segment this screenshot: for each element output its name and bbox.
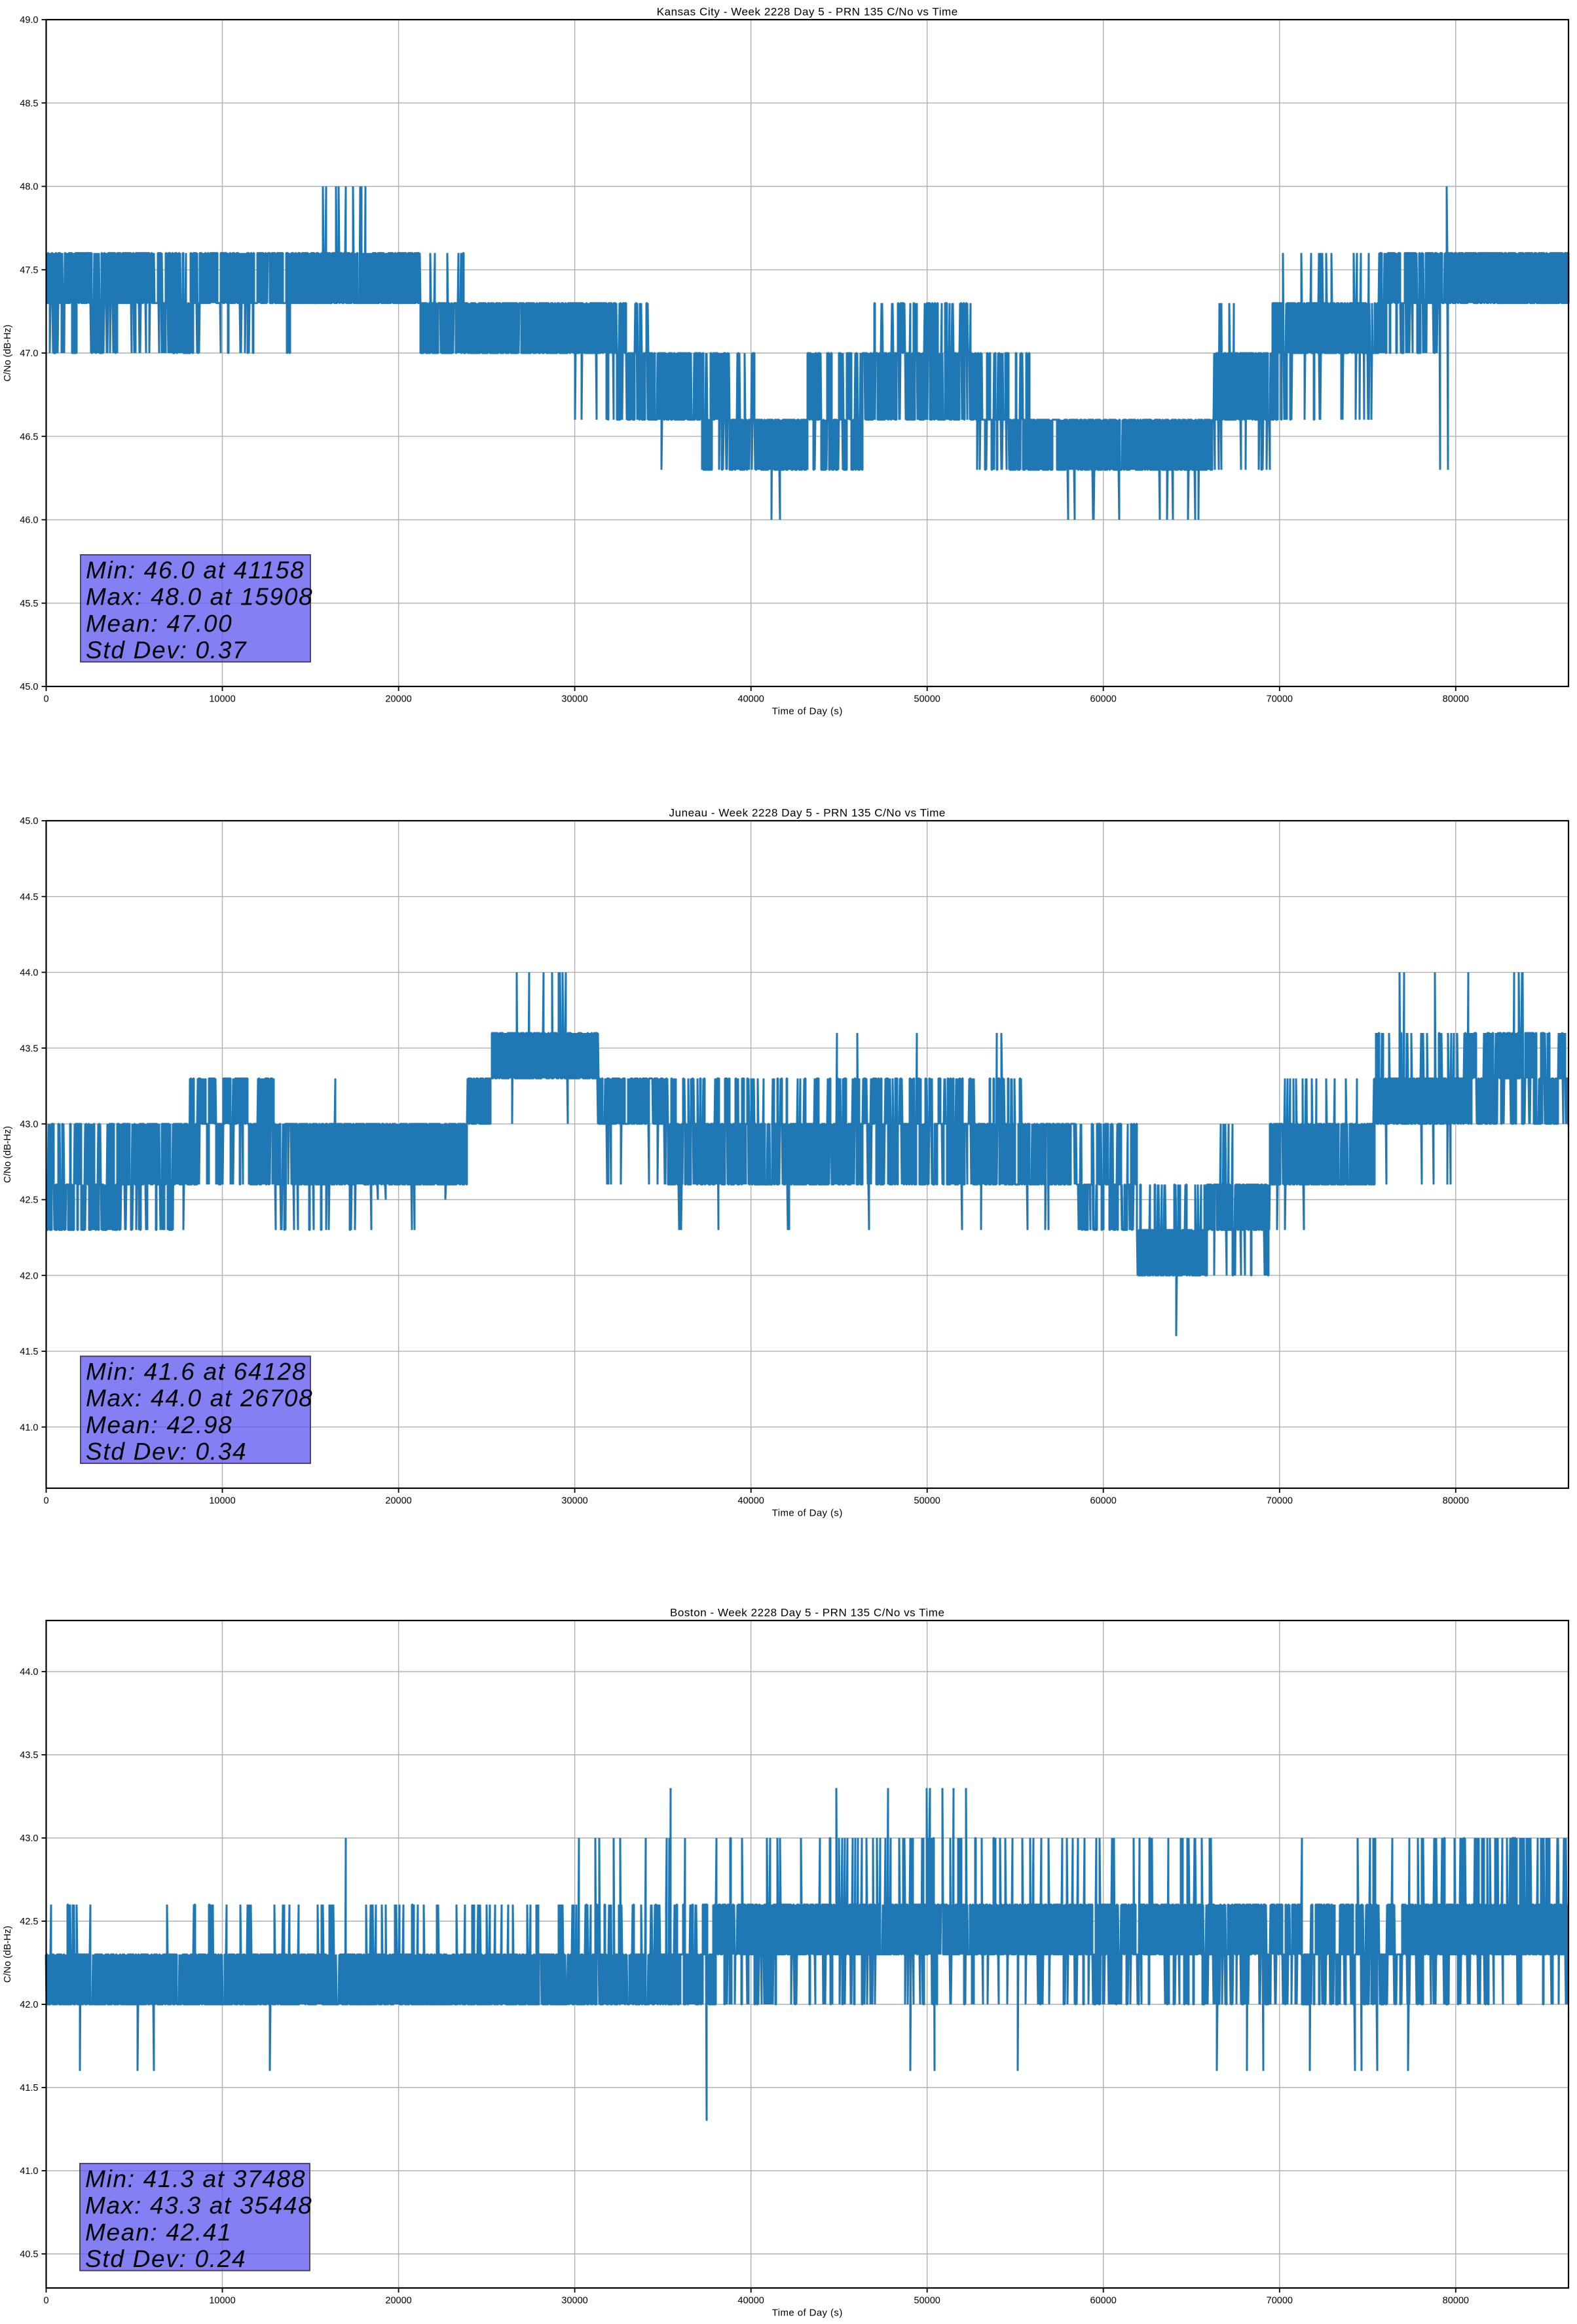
svg-text:30000: 30000 (561, 694, 587, 705)
svg-text:30000: 30000 (561, 2296, 587, 2306)
svg-text:Std Dev: 0.24: Std Dev: 0.24 (85, 2245, 246, 2272)
svg-text:Std Dev: 0.37: Std Dev: 0.37 (86, 637, 247, 664)
svg-text:70000: 70000 (1267, 2296, 1293, 2306)
svg-text:Time of Day (s): Time of Day (s) (772, 706, 843, 717)
svg-text:70000: 70000 (1267, 1496, 1293, 1507)
svg-text:Time of Day (s): Time of Day (s) (772, 1508, 843, 1519)
svg-text:49.0: 49.0 (20, 15, 38, 26)
svg-text:60000: 60000 (1090, 2296, 1117, 2306)
svg-text:10000: 10000 (209, 1496, 235, 1507)
svg-text:80000: 80000 (1443, 1496, 1469, 1507)
svg-text:Juneau - Week 2228 Day 5 - PRN: Juneau - Week 2228 Day 5 - PRN 135 C/No … (669, 806, 946, 819)
svg-text:47.5: 47.5 (20, 265, 38, 276)
svg-text:Min: 41.3 at 37488: Min: 41.3 at 37488 (85, 2165, 306, 2192)
svg-text:43.5: 43.5 (20, 1043, 38, 1054)
svg-text:41.0: 41.0 (20, 1423, 38, 1433)
svg-text:Mean: 42.41: Mean: 42.41 (85, 2219, 232, 2245)
svg-text:Kansas City - Week 2228 Day 5: Kansas City - Week 2228 Day 5 - PRN 135 … (657, 5, 958, 18)
svg-text:48.0: 48.0 (20, 182, 38, 193)
svg-text:46.0: 46.0 (20, 515, 38, 526)
svg-text:42.5: 42.5 (20, 1917, 38, 1927)
svg-text:40000: 40000 (738, 1496, 764, 1507)
svg-text:41.0: 41.0 (20, 2166, 38, 2177)
svg-text:Max: 44.0 at 26708: Max: 44.0 at 26708 (86, 1385, 313, 1412)
svg-text:0: 0 (43, 2296, 48, 2306)
svg-text:43.0: 43.0 (20, 1833, 38, 1844)
svg-text:44.5: 44.5 (20, 892, 38, 903)
svg-text:0: 0 (43, 694, 48, 705)
svg-text:50000: 50000 (914, 2296, 940, 2306)
svg-text:41.5: 41.5 (20, 2083, 38, 2093)
svg-text:Mean: 42.98: Mean: 42.98 (86, 1412, 232, 1438)
svg-text:42.5: 42.5 (20, 1195, 38, 1206)
svg-text:44.0: 44.0 (20, 968, 38, 979)
svg-text:60000: 60000 (1090, 694, 1117, 705)
svg-text:43.5: 43.5 (20, 1750, 38, 1761)
svg-text:60000: 60000 (1090, 1496, 1117, 1507)
svg-text:Std Dev: 0.34: Std Dev: 0.34 (86, 1438, 247, 1465)
svg-text:45.0: 45.0 (20, 816, 38, 827)
svg-text:C/No (dB-Hz): C/No (dB-Hz) (3, 324, 13, 381)
svg-text:20000: 20000 (385, 1496, 411, 1507)
svg-text:Mean: 47.00: Mean: 47.00 (86, 610, 232, 637)
svg-text:44.0: 44.0 (20, 1667, 38, 1677)
svg-text:40000: 40000 (738, 2296, 764, 2306)
svg-text:50000: 50000 (914, 1496, 940, 1507)
svg-text:50000: 50000 (914, 694, 940, 705)
svg-text:48.5: 48.5 (20, 98, 38, 109)
svg-text:46.5: 46.5 (20, 432, 38, 443)
svg-text:42.0: 42.0 (20, 2000, 38, 2010)
svg-text:C/No (dB-Hz): C/No (dB-Hz) (3, 1926, 13, 1983)
svg-text:80000: 80000 (1443, 694, 1469, 705)
svg-text:41.5: 41.5 (20, 1347, 38, 1357)
svg-text:43.0: 43.0 (20, 1119, 38, 1130)
svg-text:Min: 46.0 at 41158: Min: 46.0 at 41158 (86, 557, 305, 584)
svg-text:45.5: 45.5 (20, 599, 38, 609)
svg-text:10000: 10000 (209, 2296, 235, 2306)
svg-text:Time of Day (s): Time of Day (s) (772, 2308, 843, 2319)
svg-text:40000: 40000 (738, 694, 764, 705)
svg-text:20000: 20000 (385, 2296, 411, 2306)
svg-text:Max: 48.0 at 15908: Max: 48.0 at 15908 (86, 584, 313, 610)
svg-text:Min: 41.6 at 64128: Min: 41.6 at 64128 (86, 1359, 306, 1385)
svg-text:20000: 20000 (385, 694, 411, 705)
svg-text:45.0: 45.0 (20, 682, 38, 692)
svg-text:C/No (dB-Hz): C/No (dB-Hz) (3, 1126, 13, 1183)
svg-text:70000: 70000 (1267, 694, 1293, 705)
svg-text:30000: 30000 (561, 1496, 587, 1507)
svg-text:Max: 43.3 at 35448: Max: 43.3 at 35448 (85, 2192, 312, 2219)
svg-text:0: 0 (43, 1496, 48, 1507)
svg-text:40.5: 40.5 (20, 2249, 38, 2260)
svg-text:Boston - Week 2228 Day 5 - PRN: Boston - Week 2228 Day 5 - PRN 135 C/No … (670, 1606, 945, 1619)
svg-text:80000: 80000 (1443, 2296, 1469, 2306)
svg-text:42.0: 42.0 (20, 1271, 38, 1281)
svg-text:47.0: 47.0 (20, 348, 38, 359)
svg-text:10000: 10000 (209, 694, 235, 705)
